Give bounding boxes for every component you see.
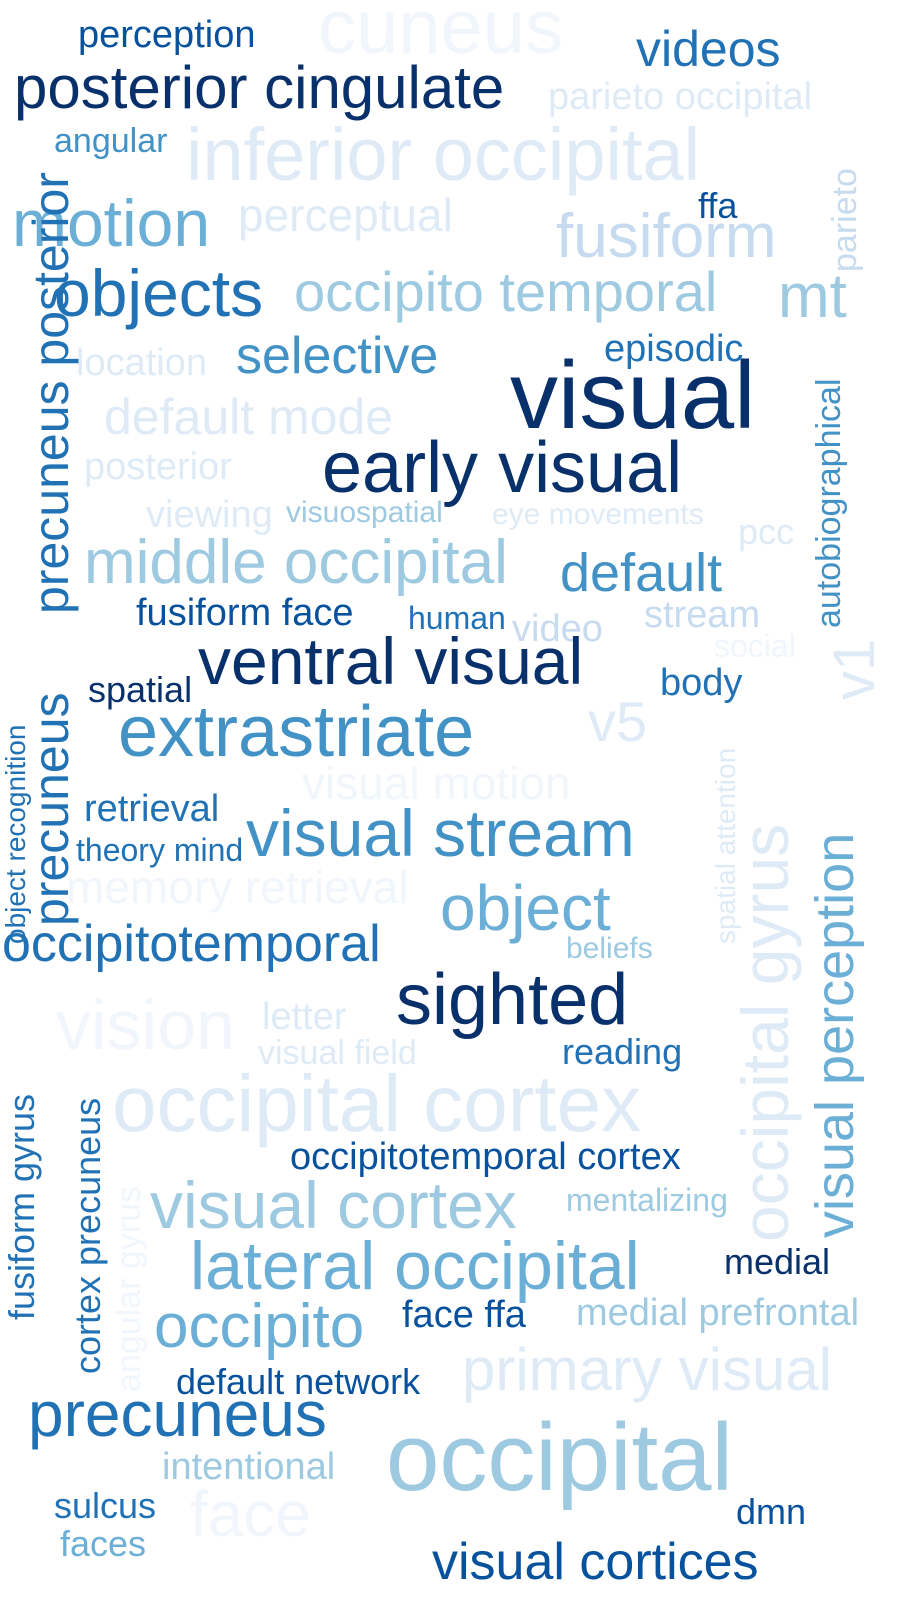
word: selective xyxy=(236,327,439,385)
word: early visual xyxy=(322,428,683,508)
word: face xyxy=(190,1478,311,1550)
word: occipital xyxy=(386,1404,733,1511)
word: location xyxy=(76,342,207,384)
word: inferior occipital xyxy=(186,113,701,196)
word: precuneus xyxy=(28,1378,327,1450)
word: occipital gyrus xyxy=(728,823,802,1242)
word: occipito temporal xyxy=(294,260,718,323)
word: visual cortex xyxy=(150,1168,517,1242)
word: pcc xyxy=(738,511,795,552)
word: mentalizing xyxy=(566,1182,728,1218)
word: theory mind xyxy=(76,832,244,868)
word: occipitotemporal cortex xyxy=(290,1136,681,1178)
word: fusiform face xyxy=(136,592,354,634)
word: retrieval xyxy=(84,788,220,830)
word: visual field xyxy=(258,1034,417,1072)
word: ffa xyxy=(698,185,738,226)
word: vision xyxy=(56,986,235,1064)
word: human xyxy=(408,600,506,636)
word: memory retrieval xyxy=(66,861,409,913)
word: perception xyxy=(78,14,256,56)
word: fusiform gyrus xyxy=(1,1093,42,1320)
word: extrastriate xyxy=(118,692,475,772)
word: precuneus posterior xyxy=(23,172,79,614)
word: body xyxy=(660,662,743,704)
word: dmn xyxy=(736,1491,807,1532)
word: faces xyxy=(60,1523,147,1564)
word: ventral visual xyxy=(198,624,584,698)
word: angular xyxy=(54,122,168,160)
word: video xyxy=(512,608,603,650)
word: occipito xyxy=(154,1292,365,1361)
word: parieto xyxy=(826,168,864,272)
word: objects xyxy=(54,256,264,330)
word: cortex precuneus xyxy=(67,1097,108,1374)
word: visual motion xyxy=(302,757,571,809)
word: letter xyxy=(262,996,347,1038)
word: primary visual xyxy=(462,1336,833,1403)
word: visual cortices xyxy=(432,1533,759,1591)
word: sulcus xyxy=(54,1485,157,1526)
word: angular gyrus xyxy=(110,1185,148,1392)
word: autobiographical xyxy=(810,378,848,628)
word: medial xyxy=(724,1241,831,1282)
word: medial prefrontal xyxy=(576,1292,860,1334)
word: occipitotemporal xyxy=(2,915,381,973)
word: visuospatial xyxy=(286,496,443,529)
word: episodic xyxy=(604,328,744,370)
word: reading xyxy=(562,1031,683,1072)
word: spatial xyxy=(88,669,193,710)
word: v5 xyxy=(588,690,648,753)
word: sighted xyxy=(396,960,629,1040)
word: cuneus xyxy=(318,0,564,70)
word: fusiform xyxy=(556,202,777,271)
word: mt xyxy=(778,262,847,331)
word: visual stream xyxy=(246,796,635,870)
word: lateral occipital xyxy=(190,1228,640,1304)
word: middle occipital xyxy=(84,528,508,597)
word: visual xyxy=(510,342,756,449)
word: parieto occipital xyxy=(548,76,813,118)
word: viewing xyxy=(146,494,273,536)
word: motion xyxy=(12,186,211,260)
word: eye movements xyxy=(492,498,704,531)
word: default network xyxy=(176,1361,421,1402)
word: visual perception xyxy=(805,832,865,1238)
word: posterior cingulate xyxy=(14,54,505,121)
word: object xyxy=(440,872,611,944)
word: intentional xyxy=(162,1446,336,1488)
word: social xyxy=(714,628,796,664)
word: default mode xyxy=(104,389,394,445)
word: stream xyxy=(644,594,761,636)
word: occipital cortex xyxy=(112,1059,642,1148)
word: face ffa xyxy=(402,1294,526,1336)
word: default xyxy=(560,543,723,603)
word: posterior xyxy=(84,446,232,488)
word: v1 xyxy=(822,638,887,700)
word: perceptual xyxy=(238,189,453,241)
word: beliefs xyxy=(566,932,653,965)
word: videos xyxy=(636,21,781,77)
